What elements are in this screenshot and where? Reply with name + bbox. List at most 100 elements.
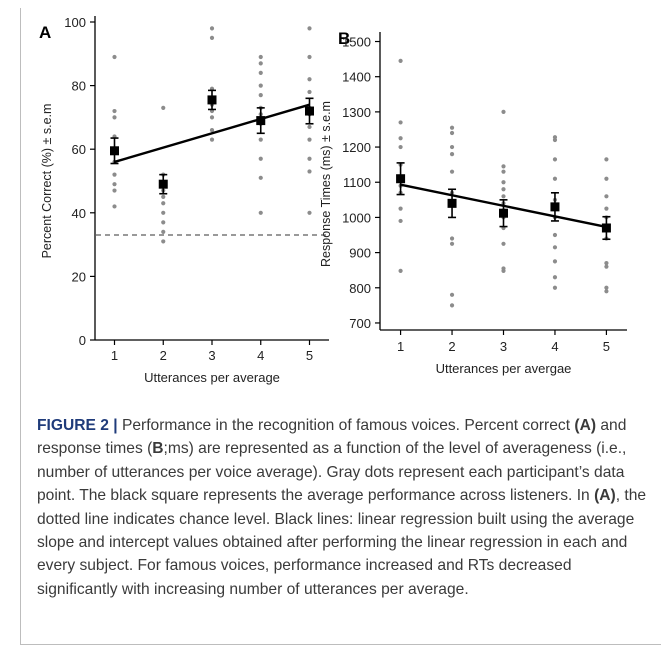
participant-dot: [552, 275, 558, 280]
participant-dot: [501, 164, 506, 169]
participant-dot: [307, 156, 312, 161]
participant-dot: [449, 241, 455, 246]
participant-dot: [209, 115, 215, 120]
panel-b: B 700 800 900 1000 1100 1200 1300 1400 1500 1 2 3 4 5 U…: [319, 29, 627, 376]
y-tick-label: 0: [79, 333, 86, 348]
participant-dot: [398, 144, 403, 150]
y-tick-label: 1500: [342, 35, 371, 50]
figure-chart: A 0 20 40 60 80 100 1 2 3 4 5 Utterances per average…: [39, 15, 627, 385]
participant-dot: [307, 169, 312, 174]
participant-dot: [112, 172, 117, 177]
participant-dot: [501, 241, 506, 246]
panel-a: A 0 20 40 60 80 100 1 2 3 4 5 Utterances per average…: [39, 15, 329, 385]
y-tick-label: 40: [72, 206, 86, 221]
participant-dot: [112, 108, 117, 114]
participant-dot: [161, 210, 166, 215]
y-tick-label: 900: [349, 246, 371, 261]
figure-frame: [20, 8, 661, 645]
caption-text-2: and response times (: [37, 417, 627, 458]
participant-dot: [112, 182, 117, 187]
figure-caption: FIGURE 2 | Performance in the recognitio…: [37, 414, 649, 601]
participant-dot: [258, 156, 263, 161]
participant-dot: [604, 289, 609, 294]
participant-dot: [449, 236, 455, 241]
participant-dot: [398, 58, 403, 63]
participant-dot: [258, 54, 263, 60]
y-tick-label: 80: [72, 79, 86, 94]
y-tick-label: 800: [349, 281, 371, 296]
mean-marker: [499, 208, 508, 218]
y-tick-label: 1100: [343, 175, 371, 190]
participant-dot: [209, 128, 215, 133]
participant-dot: [552, 259, 558, 264]
participant-dot: [604, 285, 609, 290]
participant-dot: [258, 83, 263, 88]
x-tick-label: 1: [397, 339, 404, 354]
participant-dot: [398, 120, 403, 125]
mean-marker: [256, 116, 266, 126]
y-tick-label: 1300: [342, 105, 371, 120]
participant-dot: [604, 264, 609, 269]
mean-marker: [305, 106, 314, 116]
mean-marker: [396, 174, 406, 184]
participant-dot: [258, 93, 263, 98]
x-tick-label: 4: [551, 339, 558, 354]
panel-label: A: [39, 23, 51, 42]
participant-dot: [209, 35, 215, 41]
participant-dot: [307, 54, 312, 60]
x-axis-label: Utterances per avergae: [436, 361, 572, 376]
participant-dot: [604, 157, 609, 162]
x-tick-label: 5: [306, 348, 313, 363]
caption-text-1: Performance in the recognition of famous…: [117, 417, 575, 434]
caption-text-3: ;ms) are represented as a function of th…: [37, 440, 627, 505]
participant-dot: [449, 144, 455, 150]
participant-dot: [501, 268, 506, 273]
participant-dot: [161, 239, 166, 244]
participant-dot: [258, 137, 263, 142]
participant-dot: [307, 124, 312, 130]
participant-dot: [258, 61, 263, 66]
participant-dot: [161, 201, 166, 206]
y-tick-label: 20: [72, 269, 86, 284]
participant-dot: [501, 109, 506, 114]
participant-dot: [307, 26, 312, 31]
x-tick-label: 2: [160, 348, 167, 363]
participant-dot: [604, 261, 609, 266]
y-tick-label: 1200: [342, 140, 371, 155]
participant-dot: [161, 194, 166, 199]
mean-marker: [207, 95, 217, 105]
participant-dot: [604, 206, 609, 211]
participant-dot: [112, 115, 117, 120]
caption-ref-a: (A): [574, 417, 597, 434]
participant-dot: [307, 210, 312, 215]
x-tick-label: 5: [603, 339, 610, 354]
participant-dot: [398, 218, 403, 224]
participant-dot: [552, 176, 558, 181]
participant-dot: [161, 229, 166, 234]
x-tick-label: 3: [500, 339, 507, 354]
participant-dot: [449, 303, 455, 308]
y-tick-label: 1400: [342, 70, 371, 85]
participant-dot: [307, 89, 312, 95]
panel-label: B: [338, 29, 350, 48]
participant-dot: [552, 157, 558, 162]
participant-dot: [449, 292, 455, 297]
regression-line: [114, 103, 310, 164]
y-tick-label: 60: [72, 142, 86, 157]
participant-dot: [398, 136, 403, 141]
participant-dot: [449, 151, 455, 157]
participant-dot: [209, 137, 215, 142]
participant-dot: [307, 77, 312, 82]
x-tick-label: 2: [448, 339, 455, 354]
participant-dot: [449, 130, 455, 136]
participant-dot: [501, 180, 506, 185]
participant-dot: [501, 187, 506, 192]
participant-dot: [112, 188, 117, 193]
participant-dot: [258, 175, 263, 180]
participant-dot: [398, 206, 403, 211]
participant-dot: [112, 204, 117, 209]
participant-dot: [449, 125, 455, 130]
participant-dot: [307, 137, 312, 142]
x-axis-label: Utterances per average: [144, 370, 280, 385]
participant-dot: [398, 268, 403, 273]
